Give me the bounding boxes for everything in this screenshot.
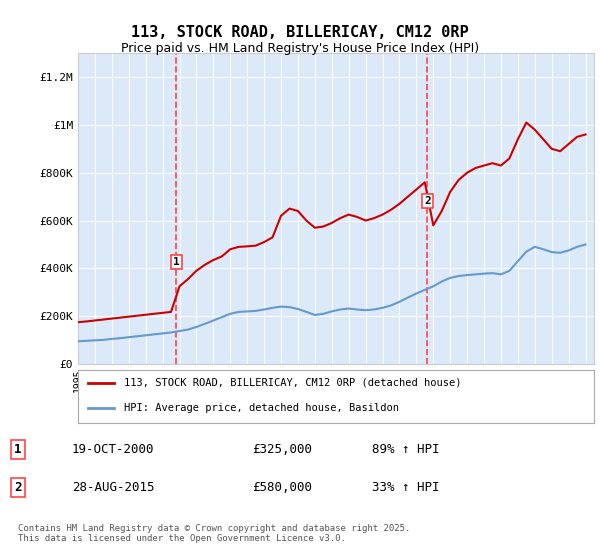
Text: 33% ↑ HPI: 33% ↑ HPI (372, 481, 439, 494)
Text: 113, STOCK ROAD, BILLERICAY, CM12 0RP (detached house): 113, STOCK ROAD, BILLERICAY, CM12 0RP (d… (124, 378, 462, 388)
Text: 28-AUG-2015: 28-AUG-2015 (72, 481, 155, 494)
Text: 89% ↑ HPI: 89% ↑ HPI (372, 443, 439, 456)
Text: 1: 1 (173, 257, 179, 267)
Text: £325,000: £325,000 (252, 443, 312, 456)
Text: 2: 2 (424, 196, 431, 206)
Text: 1: 1 (14, 443, 22, 456)
Text: 19-OCT-2000: 19-OCT-2000 (72, 443, 155, 456)
Text: HPI: Average price, detached house, Basildon: HPI: Average price, detached house, Basi… (124, 403, 400, 413)
Text: 2: 2 (14, 481, 22, 494)
Text: £580,000: £580,000 (252, 481, 312, 494)
Text: 113, STOCK ROAD, BILLERICAY, CM12 0RP: 113, STOCK ROAD, BILLERICAY, CM12 0RP (131, 25, 469, 40)
Text: Contains HM Land Registry data © Crown copyright and database right 2025.
This d: Contains HM Land Registry data © Crown c… (18, 524, 410, 543)
Text: Price paid vs. HM Land Registry's House Price Index (HPI): Price paid vs. HM Land Registry's House … (121, 42, 479, 55)
